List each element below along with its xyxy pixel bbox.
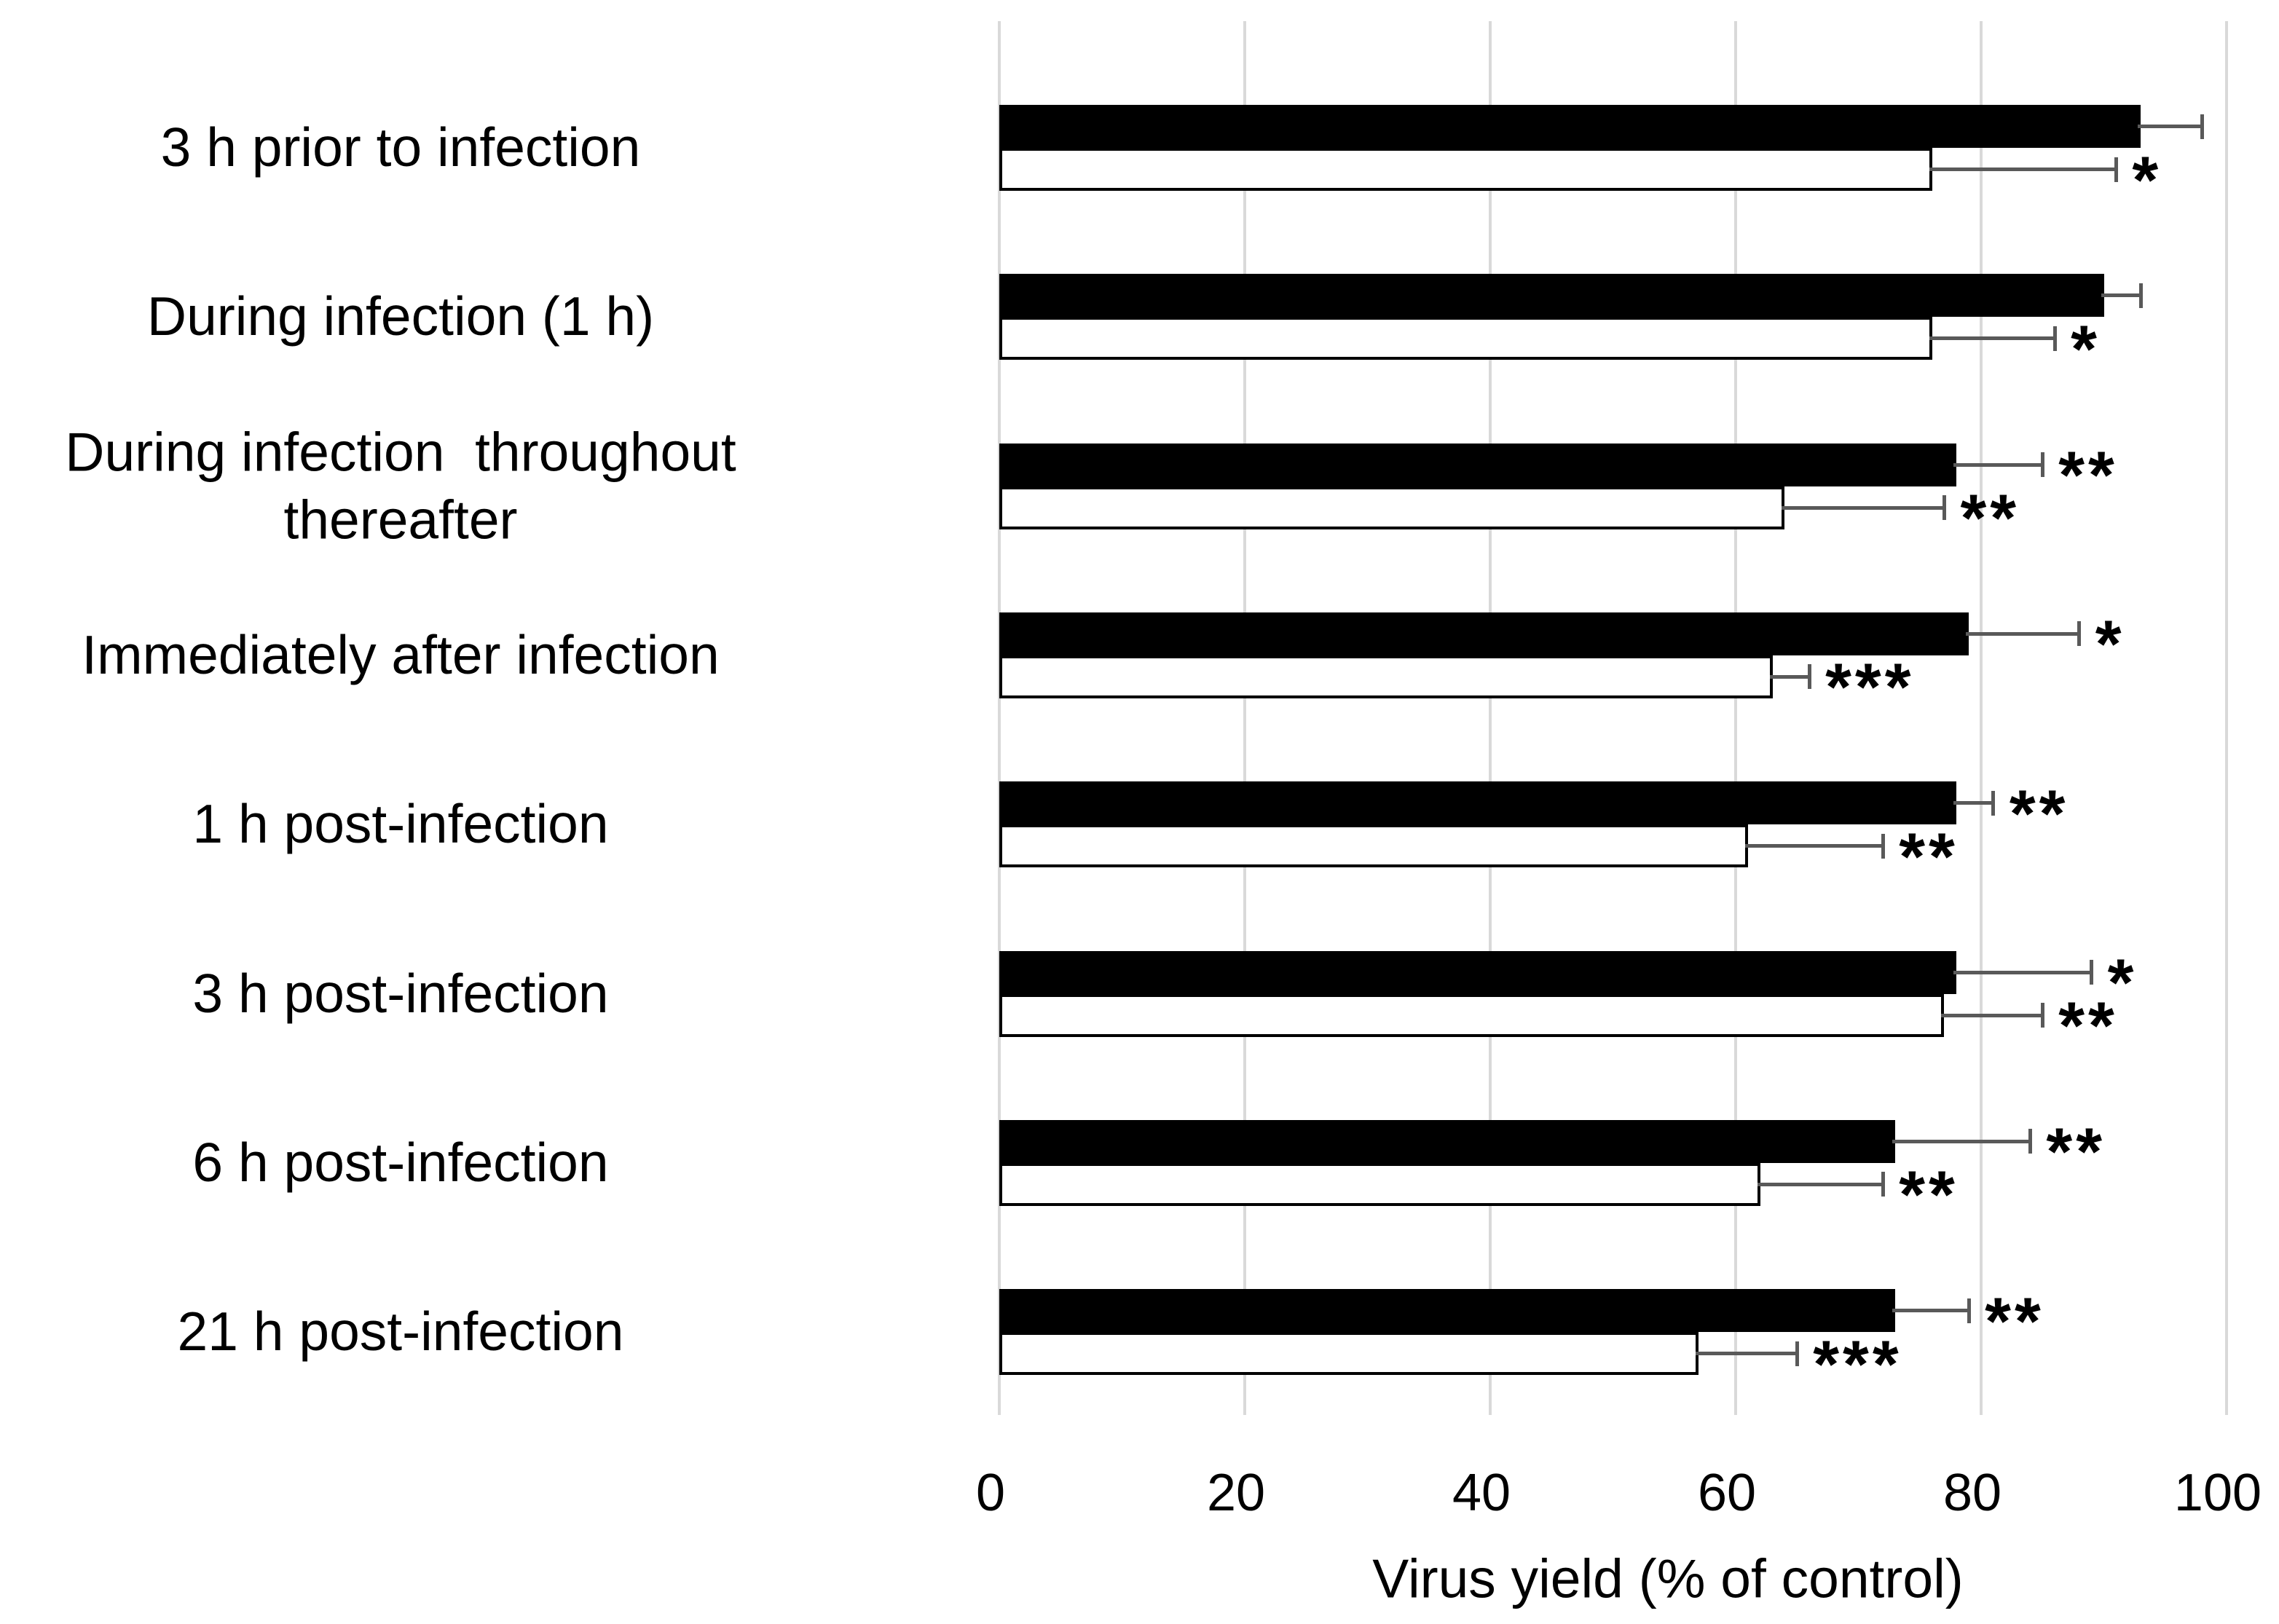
- x-tick-label: 100: [2173, 1464, 2262, 1522]
- error-bar-line: [1953, 801, 1993, 805]
- significance-asterisks: *: [2132, 143, 2162, 218]
- gridline-x-60: [1734, 21, 1737, 1415]
- white-bar-7: [999, 1332, 1699, 1376]
- significance-asterisks: **: [2046, 1115, 2106, 1190]
- error-bar-line: [1696, 1352, 1798, 1356]
- significance-asterisks: *: [2095, 607, 2125, 682]
- error-bar-line: [1966, 631, 2079, 636]
- black-bar-4: [999, 781, 1957, 825]
- error-bar-cap: [1881, 1172, 1885, 1197]
- error-bar-cap: [1881, 833, 1885, 859]
- x-tick-label: 0: [975, 1464, 1006, 1522]
- gridline-x-40: [1489, 21, 1492, 1415]
- error-bar-cap: [2028, 1129, 2032, 1154]
- white-bar-3: [999, 655, 1773, 698]
- white-bar-1: [999, 317, 1932, 360]
- category-label: 6 h post-infection: [192, 1131, 609, 1193]
- x-tick-label: 60: [1697, 1464, 1757, 1522]
- significance-asterisks: **: [1899, 819, 1959, 894]
- white-bar-6: [999, 1162, 1760, 1206]
- category-label: 3 h prior to infection: [160, 117, 641, 178]
- gridline-x-0: [998, 21, 1001, 1415]
- significance-asterisks: **: [1960, 481, 2020, 556]
- error-bar-line: [1782, 505, 1945, 510]
- error-bar-cap: [1991, 790, 1996, 816]
- significance-asterisks: *: [2071, 312, 2101, 387]
- error-bar-cap: [1807, 664, 1811, 690]
- error-bar-cap: [1795, 1341, 1799, 1366]
- error-bar-line: [1892, 1309, 1969, 1313]
- significance-asterisks: *: [2107, 946, 2138, 1020]
- category-label: 3 h post-infection: [192, 962, 609, 1024]
- black-bar-3: [999, 612, 1969, 655]
- significance-asterisks: **: [1985, 1284, 2044, 1359]
- significance-asterisks: **: [2058, 989, 2118, 1063]
- x-tick-label: 80: [1943, 1464, 2002, 1522]
- error-bar-cap: [1967, 1298, 1971, 1323]
- error-bar-cap: [2114, 157, 2118, 182]
- significance-asterisks: ***: [1813, 1327, 1902, 1402]
- x-tick-label: 20: [1206, 1464, 1266, 1522]
- white-bar-4: [999, 824, 1748, 868]
- error-bar-line: [1744, 844, 1884, 848]
- black-bar-7: [999, 1289, 1896, 1333]
- black-bar-5: [999, 950, 1957, 994]
- error-bar-line: [1892, 1139, 2031, 1143]
- gridline-x-100: [2225, 21, 2228, 1415]
- significance-asterisks: **: [2009, 776, 2069, 851]
- error-bar-cap: [2090, 960, 2094, 985]
- white-bar-5: [999, 993, 1945, 1037]
- error-bar-cap: [2052, 326, 2057, 351]
- category-label: During infection (1 h): [146, 285, 655, 347]
- x-axis-title: Virus yield (% of control): [1372, 1548, 1964, 1609]
- error-bar-cap: [2040, 1003, 2044, 1028]
- error-bar-line: [2101, 293, 2141, 298]
- black-bar-0: [999, 105, 2141, 148]
- black-bar-6: [999, 1119, 1896, 1163]
- error-bar-line: [1953, 462, 2043, 467]
- error-bar-cap: [2200, 114, 2204, 139]
- error-bar-cap: [2040, 452, 2044, 478]
- error-bar-line: [1757, 1182, 1884, 1186]
- error-bar-cap: [2077, 621, 2082, 647]
- error-bar-line: [1941, 1013, 2043, 1017]
- x-tick-label: 40: [1452, 1464, 1511, 1522]
- significance-asterisks: **: [2058, 438, 2118, 513]
- white-bar-0: [999, 148, 1932, 191]
- category-label: 21 h post-infection: [177, 1301, 624, 1363]
- error-bar-line: [1953, 970, 2092, 974]
- black-bar-2: [999, 443, 1957, 486]
- white-bar-2: [999, 486, 1785, 529]
- error-bar-line: [1769, 674, 1810, 679]
- gridline-x-20: [1243, 21, 1246, 1415]
- gridline-x-80: [1980, 21, 1983, 1415]
- error-bar-cap: [2138, 283, 2143, 308]
- error-bar-line: [1929, 336, 2055, 341]
- category-label: During infection throughout thereafter: [65, 420, 736, 551]
- significance-asterisks: **: [1899, 1158, 1959, 1233]
- error-bar-cap: [1942, 495, 1946, 521]
- category-label: Immediately after infection: [82, 624, 720, 686]
- black-bar-1: [999, 274, 2104, 318]
- error-bar-line: [2138, 125, 2203, 128]
- significance-asterisks: ***: [1825, 650, 1915, 725]
- error-bar-line: [1929, 167, 2117, 171]
- category-label: 1 h post-infection: [192, 793, 609, 855]
